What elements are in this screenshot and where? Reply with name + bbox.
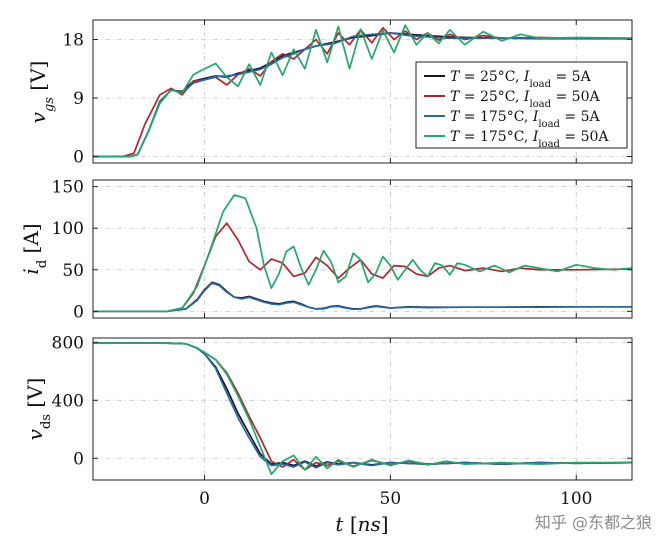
panel-vgs: 0 9 18 (62, 19, 633, 168)
series-line-vds-4 (93, 342, 632, 476)
legend-label-4: T = 175°C, Iload = 50A (450, 129, 609, 150)
panel-vds: 0 400 800 (52, 333, 633, 481)
series-line-vgs-4 (93, 24, 632, 158)
series-line-vds-1 (93, 342, 632, 468)
x-tick-label: 50 (380, 489, 402, 509)
x-axis-label: t [ns] (335, 512, 388, 536)
y-tick-label: 150 (52, 178, 84, 198)
legend-label-3: T = 175°C, Iload = 5A (450, 109, 600, 130)
y-axis-label-id: id [A] (19, 223, 50, 274)
legend-label-1: T = 25°C, Iload = 5A (450, 69, 592, 90)
plot-frame (92, 179, 633, 319)
y-tick-label: 100 (52, 219, 84, 239)
series-line-id-3 (93, 282, 632, 313)
series-line-vgs-2 (93, 26, 632, 158)
y-tick-label: 0 (73, 449, 84, 469)
series-line-vds-3 (93, 342, 632, 469)
y-tick-label: 0 (73, 302, 84, 322)
y-tick-label: 9 (73, 89, 84, 109)
plot-frame (92, 337, 633, 481)
series-line-vds-2 (93, 342, 632, 471)
y-tick-label: 400 (52, 391, 84, 411)
legend: T = 25°C, Iload = 5AT = 25°C, Iload = 50… (415, 61, 628, 150)
plot-frame (92, 19, 633, 164)
legend-label-2: T = 25°C, Iload = 50A (450, 89, 600, 110)
y-tick-label: 800 (52, 333, 84, 353)
y-tick-label: 50 (62, 261, 84, 281)
watermark-text: 知乎 @东都之狼 (535, 513, 652, 532)
x-tick-label: 0 (199, 489, 210, 509)
panel-id: 0 50 100 150 (52, 178, 633, 322)
legend-box (415, 61, 628, 149)
y-axis-label-vgs: vgs [V] (26, 61, 57, 124)
y-tick-label: 18 (62, 31, 84, 51)
y-axis-label-vds: vds [V] (23, 378, 54, 441)
y-tick-label: 0 (73, 148, 84, 168)
x-tick-label: 100 (560, 489, 592, 509)
series-line-id-4 (93, 194, 632, 313)
